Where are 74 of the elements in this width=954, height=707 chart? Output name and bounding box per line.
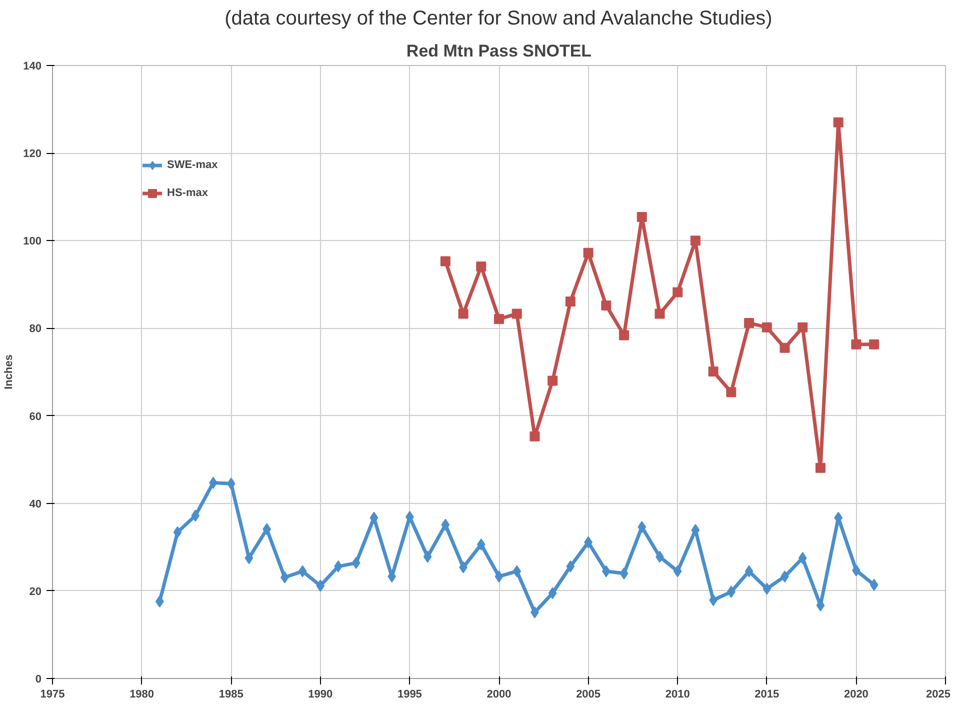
point: [548, 587, 557, 600]
point: [672, 287, 683, 298]
point: [798, 322, 808, 332]
point: [548, 376, 558, 386]
chart-title: Red Mtn Pass SNOTEL: [406, 42, 592, 60]
point: [869, 339, 880, 350]
point: [780, 342, 790, 353]
x-tick-label: 1995: [397, 688, 422, 700]
y-tick-label: 60: [29, 410, 42, 423]
legend-label: HS-max: [167, 187, 208, 199]
point: [636, 212, 647, 222]
point: [762, 322, 772, 332]
point: [298, 565, 307, 578]
point: [423, 550, 432, 563]
point: [565, 296, 576, 307]
y-tick-label: 80: [29, 323, 42, 336]
x-tick-label: 1985: [218, 688, 244, 700]
point: [602, 565, 610, 578]
y-tick-label: 0: [35, 674, 42, 686]
y-axis-title: Inches: [3, 354, 16, 390]
point: [654, 308, 665, 319]
y-tick-label: 120: [23, 148, 42, 160]
point: [619, 330, 630, 340]
y-tick-label: 100: [23, 236, 42, 248]
x-tick-label: 2010: [665, 688, 690, 700]
point: [244, 552, 254, 564]
point: [512, 565, 522, 578]
chart-subtitle: (data courtesy of the Center for Snow and Avalanche Studies): [224, 8, 772, 30]
point: [566, 560, 575, 572]
point: [191, 510, 200, 522]
y-tick-label: 40: [29, 498, 42, 510]
point: [494, 570, 504, 582]
y-tick-label: 140: [23, 60, 42, 72]
x-tick-label: 2020: [844, 688, 868, 700]
point: [458, 308, 468, 319]
point: [155, 595, 164, 608]
point: [476, 261, 486, 272]
point: [316, 580, 325, 592]
x-tick-label: 1975: [40, 688, 65, 700]
point: [798, 552, 807, 564]
x-tick-label: 2005: [576, 688, 601, 700]
point: [744, 565, 754, 578]
point: [530, 431, 540, 442]
point: [638, 521, 646, 533]
legend-label: SWE-max: [167, 159, 218, 171]
x-tick-label: 1980: [130, 688, 154, 700]
point: [601, 300, 612, 310]
point: [440, 256, 450, 266]
point: [762, 582, 772, 595]
point: [620, 567, 628, 580]
point: [833, 117, 844, 128]
point: [851, 339, 862, 350]
point: [512, 308, 522, 319]
x-tick-label: 2025: [926, 688, 951, 700]
point: [173, 526, 182, 538]
point: [370, 512, 378, 524]
point: [583, 248, 594, 258]
point: [726, 387, 736, 398]
point: [815, 462, 826, 473]
point: [708, 366, 718, 377]
x-tick-label: 2015: [754, 688, 780, 700]
point: [870, 578, 878, 591]
point: [476, 538, 486, 551]
x-tick-label: 1990: [308, 688, 333, 700]
point: [673, 565, 682, 578]
y-tick-label: 20: [29, 586, 42, 598]
point: [441, 518, 450, 531]
point: [744, 318, 754, 328]
point: [691, 524, 700, 536]
point: [494, 314, 504, 324]
point: [226, 478, 236, 490]
x-tick-label: 2000: [486, 688, 512, 700]
point: [690, 236, 700, 246]
point: [352, 556, 360, 569]
